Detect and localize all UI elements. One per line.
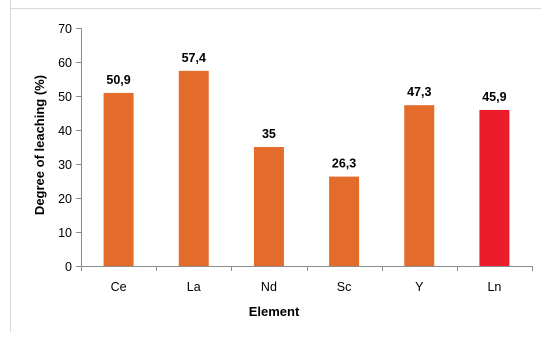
x-tick-label: Ce	[111, 280, 127, 294]
bar-nd	[253, 147, 284, 266]
y-tick-label: 70	[58, 22, 72, 36]
y-tick-label: 30	[58, 158, 72, 172]
axes: 0 10 20 30 40 50 60 70 Ce La Nd Sc Y Ln	[58, 22, 533, 294]
y-tick-label: 50	[58, 90, 72, 104]
y-tick-label: 20	[58, 192, 72, 206]
y-tick-label: 60	[58, 56, 72, 70]
data-label: 45,9	[482, 90, 506, 104]
x-tick-label: Ln	[487, 280, 501, 294]
x-tick-label: Nd	[261, 280, 277, 294]
bar-ce	[103, 92, 134, 266]
data-label: 47,3	[407, 85, 431, 99]
y-tick-label: 40	[58, 124, 72, 138]
bar-y	[404, 105, 435, 267]
data-label: 57,4	[182, 51, 206, 65]
y-axis-title: Degree of leaching (%)	[32, 75, 47, 215]
x-axis-title: Element	[249, 304, 300, 319]
bar-la	[178, 70, 209, 266]
data-label: 50,9	[106, 73, 130, 87]
data-label: 26,3	[332, 157, 356, 171]
y-tick-label: 0	[65, 260, 72, 274]
x-tick-label: Sc	[337, 280, 352, 294]
bar-ln	[479, 109, 510, 266]
x-tick-label: Y	[415, 280, 424, 294]
y-tick-label: 10	[58, 226, 72, 240]
bars	[103, 70, 510, 267]
data-label: 35	[262, 127, 276, 141]
data-labels: 50,9 57,4 35 26,3 47,3 45,9	[106, 51, 506, 171]
bar-sc	[329, 176, 360, 266]
x-tick-label: La	[187, 280, 201, 294]
